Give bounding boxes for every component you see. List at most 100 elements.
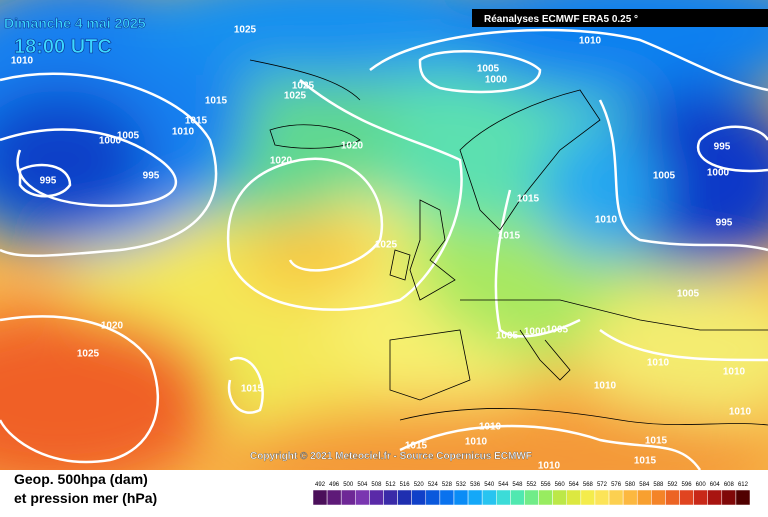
scale-swatch [651,489,666,506]
scale-swatch [496,489,511,506]
scale-swatch [397,489,412,506]
isobar-label: 1010 [11,56,34,67]
isobar-label: 1010 [595,215,618,226]
isobar-label: 1010 [465,437,488,448]
scale-swatch [566,489,582,506]
scale-swatch [552,489,567,506]
isobar-label: 1015 [634,456,657,467]
isobar-label: 1015 [405,441,428,452]
isobar-label: 1010 [723,367,746,378]
scale-swatch [524,489,539,506]
scale-label: 584 [639,482,650,488]
isobar-label: 1005 [117,131,140,142]
isobars [0,28,768,470]
scale-swatch [467,489,483,506]
scale-swatch [721,489,737,506]
scale-label: 600 [696,482,707,488]
scale-swatch [355,489,370,506]
isobar-label: 1005 [477,64,500,75]
isobar-label: 1015 [185,116,208,127]
isobar-label: 1025 [77,349,100,360]
scale-label: 496 [329,482,340,488]
scale-swatch [481,489,497,506]
scale-label: 596 [682,482,693,488]
scale-label: 588 [653,482,664,488]
scale-label: 556 [541,482,552,488]
scale-label: 612 [738,482,749,488]
map-source: Réanalyses ECMWF ERA5 0.25 ° [484,14,638,25]
scale-swatch [622,489,638,506]
isobar-label: 1010 [172,127,195,138]
isobar-label: 1025 [234,25,257,36]
scale-label: 544 [498,482,509,488]
isobar-label: 995 [40,176,57,187]
scale-label: 512 [386,482,397,488]
scale-swatch [594,489,610,506]
scale-swatch [636,489,652,506]
isobar-label: 1010 [647,358,670,369]
scale-swatch [510,489,525,506]
isobar-label: 1000 [524,327,547,338]
scale-label: 564 [569,482,580,488]
scale-swatch [312,489,328,506]
isobar-label: 1020 [270,156,293,167]
scale-label: 508 [371,482,382,488]
scale-label: 604 [710,482,721,488]
isobar-label: 1020 [101,321,124,332]
isobar-label: 1025 [375,240,398,251]
scale-label: 572 [597,482,608,488]
isobar-label: 1015 [645,436,668,447]
color-scale: 492 496 500 504 508 512 516 520 524 528 532 536 540 5… [312,482,751,506]
map-time: 18:00 UTC [14,36,112,58]
scale-label: 608 [724,482,735,488]
scale-swatch [383,489,398,506]
isobar-label: 1010 [594,381,617,392]
scale-swatch [665,489,680,506]
scale-label: 580 [625,482,636,488]
isobar-label: 1010 [729,407,752,418]
scale-label: 520 [414,482,425,488]
scale-label: 548 [512,482,523,488]
map-date: Dimanche 4 mai 2025 [4,15,146,31]
isobar-label: 995 [714,142,731,153]
scale-label: 504 [357,482,368,488]
isobar-label: 1010 [579,36,602,47]
legend-line: et pression mer (hPa) [14,490,157,506]
copyright: Copyright © 2021 Meteociel.fr - Source C… [250,451,532,462]
isobar-label: 1005 [496,331,519,342]
scale-label: 528 [442,482,453,488]
scale-swatch [439,489,455,506]
isobar-label: 1000 [485,75,508,86]
scale-label: 552 [526,482,537,488]
scale-label: 576 [611,482,622,488]
source-box [472,9,768,27]
scale-swatch [453,489,469,506]
scale-swatch [538,489,553,506]
isobar-label: 1015 [517,194,540,205]
scale-swatch [411,489,427,506]
isobar-label: 1005 [546,325,569,336]
isobar-label: 995 [143,171,160,182]
scale-label: 568 [583,482,594,488]
coastlines [249,59,768,426]
scale-label: 492 [315,482,326,488]
isobar-label: 1010 [538,461,561,472]
scale-swatch [735,489,751,506]
isobar-label: 1025 [292,81,315,92]
isobar-label: 1025 [284,91,307,102]
legend-line: Geop. 500hpa (dam) [14,471,148,487]
scale-swatch [707,489,723,506]
isobar-label: 1015 [498,231,521,242]
scale-label: 516 [400,482,411,488]
isobar-label: 1000 [99,136,122,147]
scale-label: 524 [428,482,439,488]
isobar-label: 1000 [707,168,730,179]
isobar-label: 1005 [677,289,700,300]
isobar-label: 1015 [241,384,264,395]
scale-swatch [679,489,694,506]
isobar-label: 995 [716,218,733,229]
isobar-label: 1010 [479,422,502,433]
